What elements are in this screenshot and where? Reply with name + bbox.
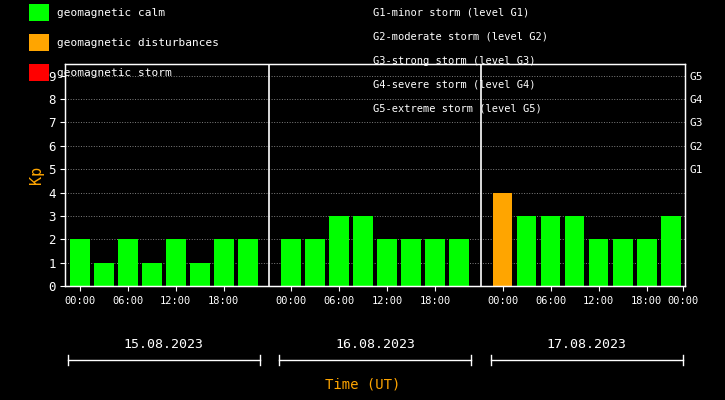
Bar (493, 192, 513, 286)
Bar (565, 216, 584, 286)
Text: G5-extreme storm (level G5): G5-extreme storm (level G5) (373, 104, 542, 114)
Bar (450, 239, 469, 286)
Text: 16.08.2023: 16.08.2023 (335, 338, 415, 350)
Text: G1-minor storm (level G1): G1-minor storm (level G1) (373, 8, 530, 18)
Text: G2-moderate storm (level G2): G2-moderate storm (level G2) (373, 32, 548, 42)
Bar (281, 239, 301, 286)
Text: 15.08.2023: 15.08.2023 (124, 338, 204, 350)
Bar (305, 239, 325, 286)
Text: Time (UT): Time (UT) (325, 378, 400, 392)
Bar (377, 239, 397, 286)
Text: geomagnetic disturbances: geomagnetic disturbances (57, 38, 218, 48)
Bar (70, 239, 89, 286)
Bar (142, 263, 162, 286)
Bar (426, 239, 445, 286)
Text: geomagnetic storm: geomagnetic storm (57, 68, 171, 78)
Bar (637, 239, 657, 286)
Text: G3-strong storm (level G3): G3-strong storm (level G3) (373, 56, 536, 66)
Bar (94, 263, 114, 286)
Bar (214, 239, 233, 286)
Bar (190, 263, 210, 286)
Text: geomagnetic calm: geomagnetic calm (57, 8, 165, 18)
Bar (402, 239, 421, 286)
Y-axis label: Kp: Kp (29, 166, 44, 184)
Bar (329, 216, 349, 286)
Bar (589, 239, 608, 286)
Bar (541, 216, 560, 286)
Bar (166, 239, 186, 286)
Text: G4-severe storm (level G4): G4-severe storm (level G4) (373, 80, 536, 90)
Bar (238, 239, 257, 286)
Bar (613, 239, 632, 286)
Bar (517, 216, 536, 286)
Bar (661, 216, 681, 286)
Bar (118, 239, 138, 286)
Bar (353, 216, 373, 286)
Text: 17.08.2023: 17.08.2023 (547, 338, 626, 350)
